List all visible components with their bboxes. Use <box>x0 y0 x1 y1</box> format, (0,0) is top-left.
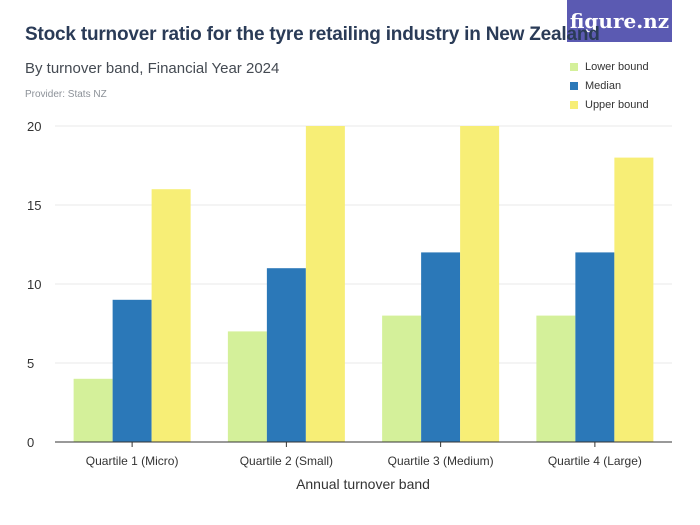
legend-item-median: Median <box>570 76 649 95</box>
legend-swatch-median <box>570 81 578 90</box>
bar-upper-bound-3 <box>460 126 500 442</box>
chart-subtitle: By turnover band, Financial Year 2024 <box>25 60 280 77</box>
bar-median-4 <box>575 252 615 442</box>
x-tick-label: Quartile 1 (Micro) <box>86 454 179 468</box>
x-tick-label: Quartile 2 (Small) <box>240 454 333 468</box>
chart-legend: Lower bound Median Upper bound <box>570 57 649 114</box>
x-tick-label: Quartile 3 (Medium) <box>388 454 494 468</box>
x-axis-label: Annual turnover band <box>296 476 430 492</box>
bar-lower-bound-1 <box>73 378 113 442</box>
y-tick-label: 15 <box>27 198 41 213</box>
legend-swatch-upper-bound <box>570 100 578 109</box>
legend-item-upper-bound: Upper bound <box>570 95 649 114</box>
legend-item-lower-bound: Lower bound <box>570 57 649 76</box>
bar-median-3 <box>421 252 461 442</box>
y-tick-label: 0 <box>27 435 34 450</box>
y-tick-label: 10 <box>27 277 41 292</box>
data-provider: Provider: Stats NZ <box>25 89 107 100</box>
bar-upper-bound-2 <box>305 126 345 442</box>
bar-lower-bound-4 <box>536 315 576 442</box>
legend-swatch-lower-bound <box>570 62 578 71</box>
legend-label-upper-bound: Upper bound <box>585 98 649 111</box>
legend-label-lower-bound: Lower bound <box>585 60 649 73</box>
bar-upper-bound-4 <box>614 157 654 442</box>
legend-label-median: Median <box>585 79 622 92</box>
figure-nz-logo: figure.nz <box>567 0 672 42</box>
bar-lower-bound-3 <box>382 315 422 442</box>
bars <box>73 126 654 442</box>
x-tick-label: Quartile 4 (Large) <box>548 454 642 468</box>
y-tick-label: 5 <box>27 356 34 371</box>
bar-lower-bound-2 <box>227 331 267 442</box>
axes: 0 5 10 15 20 Quartile 1 (Micro) Quartile 2 (Sm… <box>27 119 672 468</box>
bar-median-1 <box>112 299 152 442</box>
y-tick-label: 20 <box>27 119 41 134</box>
bar-upper-bound-1 <box>151 189 191 442</box>
bar-median-2 <box>266 268 306 442</box>
chart-title: Stock turnover ratio for the tyre retail… <box>25 24 600 45</box>
